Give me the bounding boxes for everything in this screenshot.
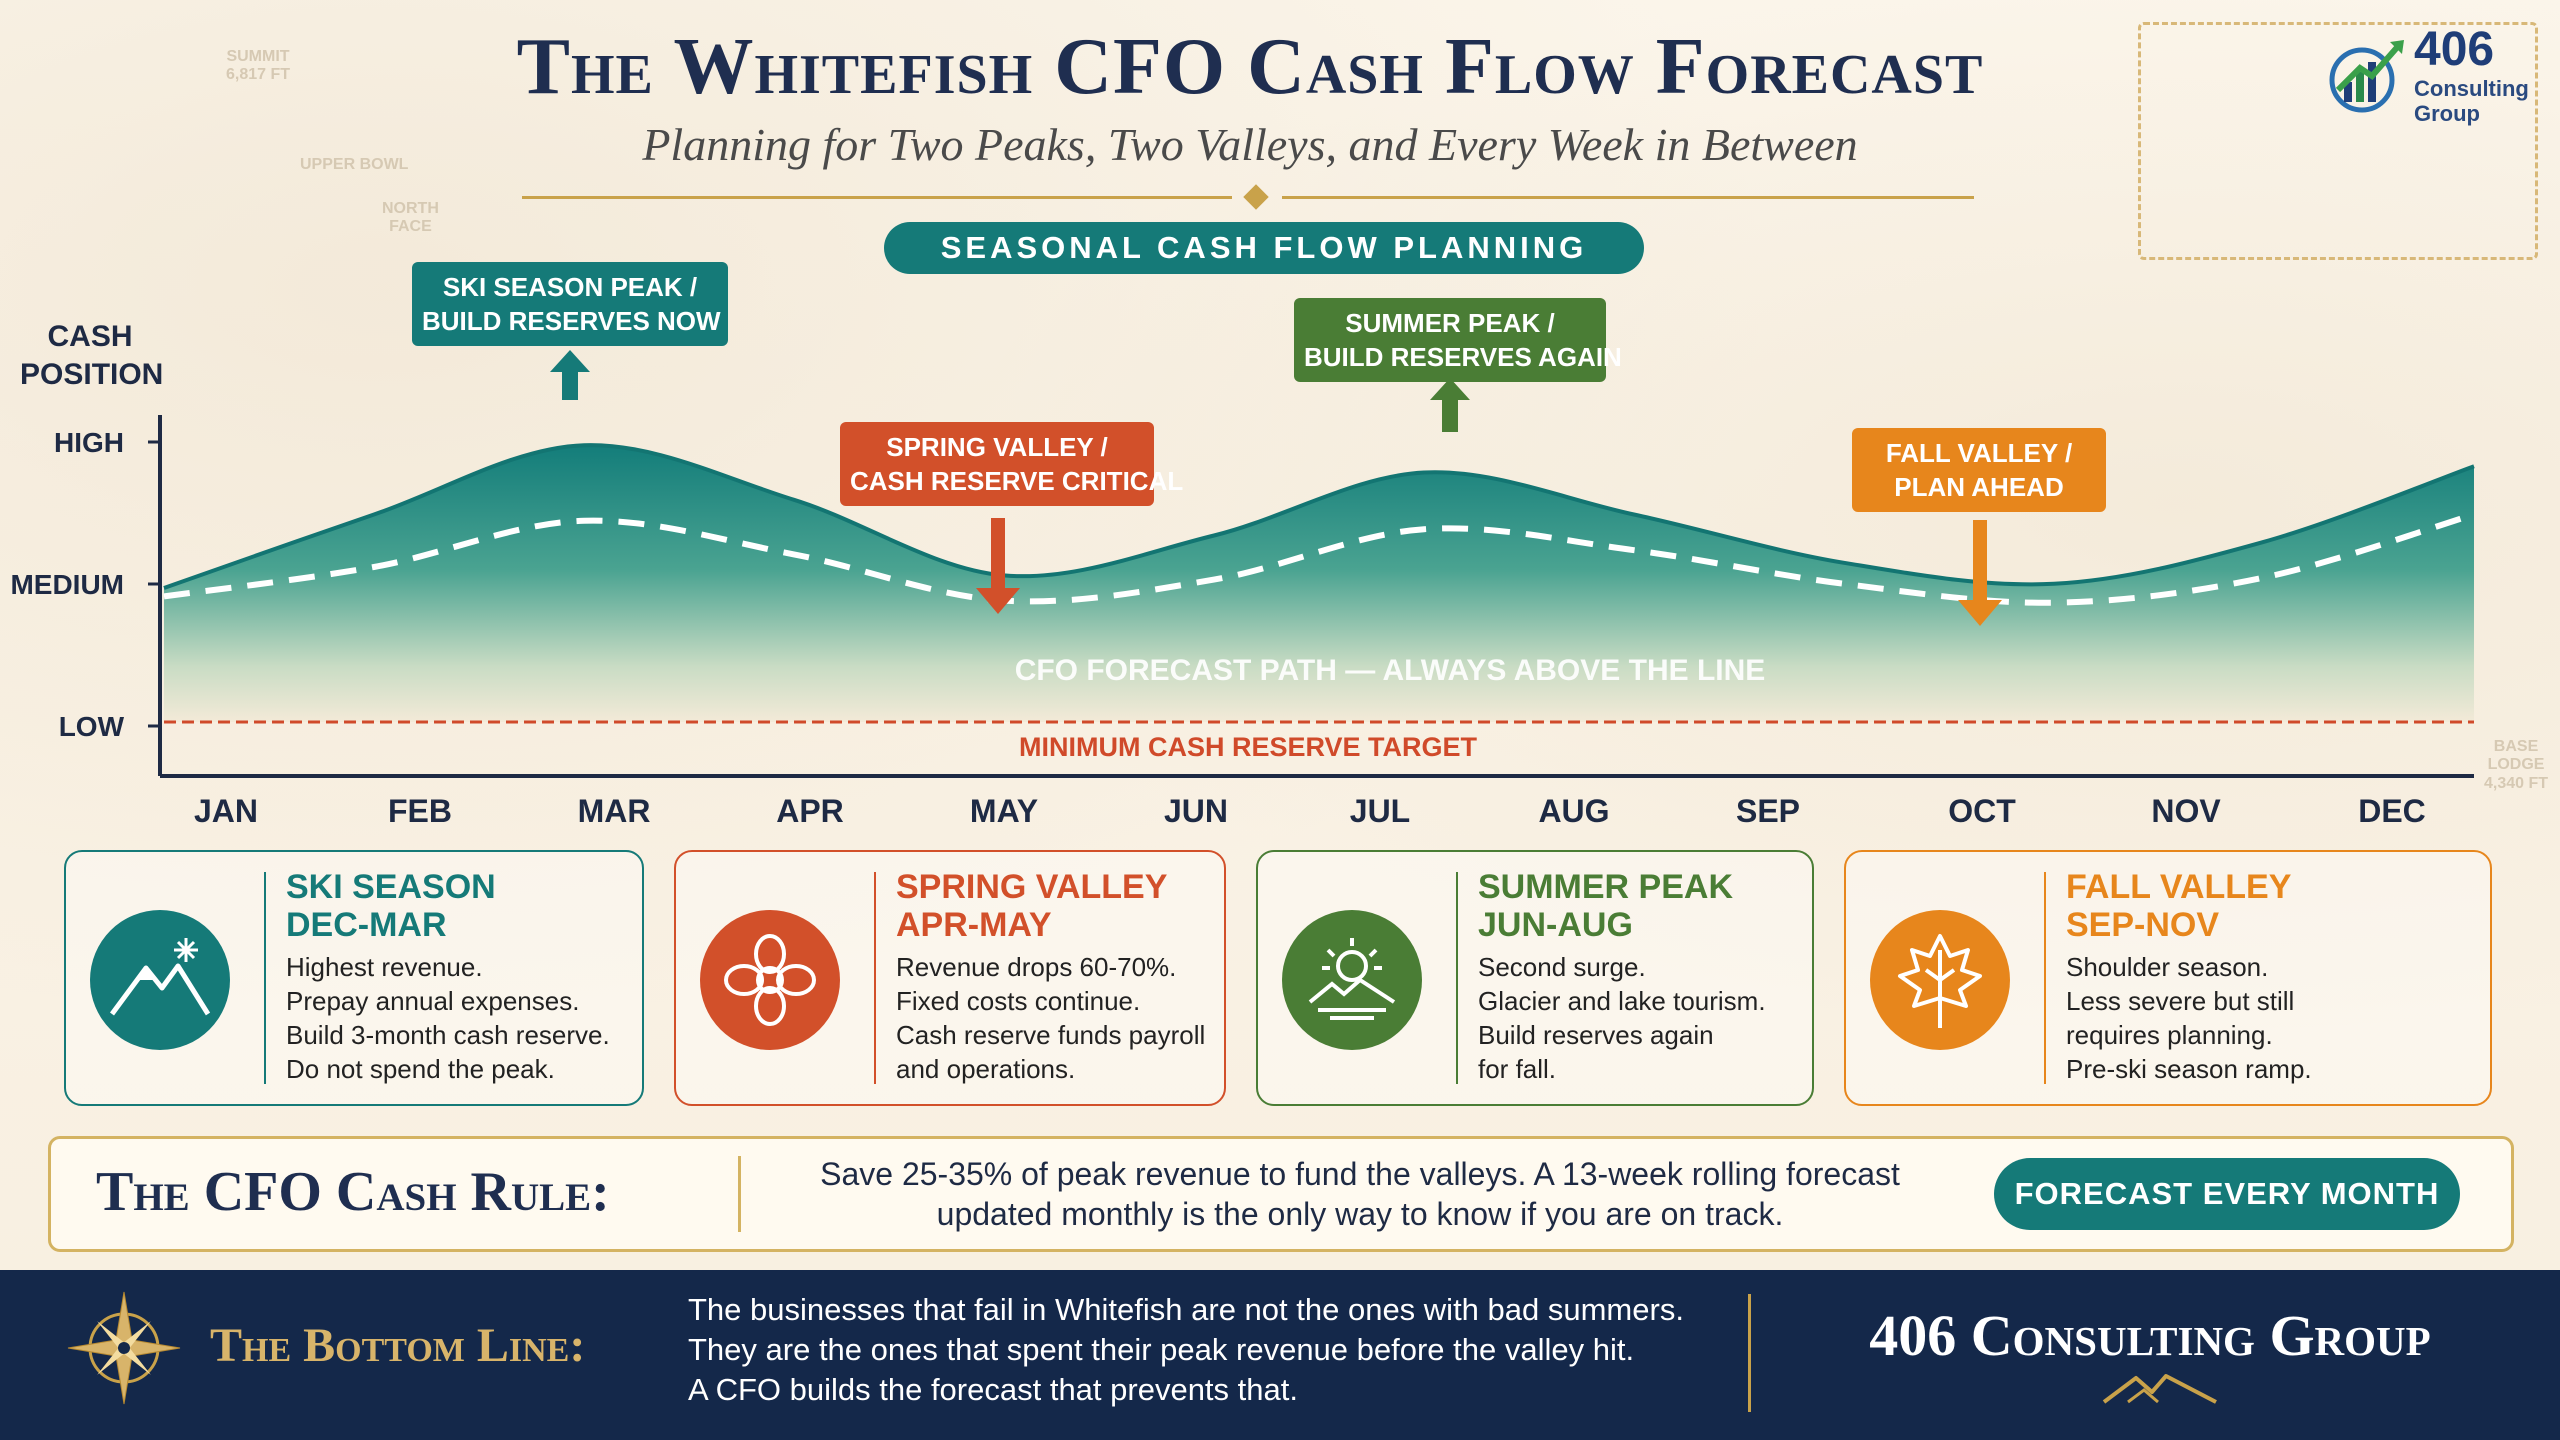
x-tick-label-jun: JUN	[1164, 793, 1228, 829]
callout-arrowhead-1	[976, 588, 1020, 614]
summit-label: SUMMIT 6,817 FT	[226, 48, 291, 84]
card-spring-valley: SPRING VALLEY APR-MAY Revenue drops 60-70…	[674, 850, 1226, 1106]
callout-arrowhead-3	[1958, 600, 2002, 626]
brand-mountain-icon	[2102, 1374, 2217, 1404]
logo-frame	[2138, 22, 2538, 260]
y-axis-title: CASH POSITION	[20, 320, 164, 391]
cash-rule-title: The CFO Cash Rule:	[96, 1161, 610, 1223]
card-body: Revenue drops 60-70%. Fixed costs contin…	[896, 952, 1206, 1084]
forecast-path-line	[163, 511, 2475, 606]
y-tick-label-medium: MEDIUM	[10, 569, 124, 600]
logo-wordmark: 406 Consulting Group	[2414, 23, 2529, 127]
callout-arrowhead-0	[550, 350, 590, 372]
card-body: Second surge. Glacier and lake tourism. …	[1478, 952, 1766, 1084]
footer-divider	[1748, 1294, 1751, 1412]
x-tick-label-aug: AUG	[1538, 793, 1609, 829]
leaf-icon	[1898, 934, 1982, 1028]
card-title: SKI SEASON DEC-MAR	[286, 868, 496, 944]
y-tick-label-high: HIGH	[54, 427, 124, 458]
north-face-label: NORTH FACE	[382, 200, 439, 236]
chart-callout-1: SPRING VALLEY / CASH RESERVE CRITICAL	[840, 422, 1183, 506]
page-title: The Whitefish CFO Cash Flow Forecast	[516, 23, 1984, 111]
title-divider-right	[1282, 196, 1974, 199]
card-icon-circle	[1282, 910, 1422, 1050]
chart-callout-3: FALL VALLEY / PLAN AHEAD	[1852, 428, 2106, 512]
base-lodge-label: BASE LODGE 4,340 FT	[2484, 738, 2549, 792]
footer-banner	[0, 1270, 2560, 1440]
bottom-line-title: The Bottom Line:	[210, 1319, 586, 1372]
card-fall-valley: FALL VALLEY SEP-NOV Shoulder season. Less…	[1844, 850, 2492, 1106]
x-tick-label-feb: FEB	[388, 793, 452, 829]
callout-arrow-up-0	[562, 366, 578, 400]
card-body: Highest revenue. Prepay annual expenses.…	[286, 952, 610, 1084]
forecast-path-label: CFO FORECAST PATH — ALWAYS ABOVE THE LIN…	[1015, 654, 1766, 687]
y-tick-label-low: LOW	[59, 711, 125, 742]
brand-name: 406 Consulting Group	[1869, 1303, 2431, 1368]
card-ski-season: SKI SEASON DEC-MAR Highest revenue. Prepa…	[64, 850, 644, 1106]
x-tick-label-nov: NOV	[2151, 793, 2221, 829]
cash-rule-text: Save 25-35% of peak revenue to fund the …	[820, 1156, 1900, 1232]
cash-flow-chart: MINIMUM CASH RESERVE TARGET CFO FORECAST …	[10, 350, 2475, 829]
sun-lake-icon	[1308, 938, 1396, 1020]
x-tick-label-jul: JUL	[1350, 793, 1410, 829]
compass-rose-icon	[67, 1291, 181, 1405]
cash-area-line	[163, 443, 2475, 590]
card-icon-circle	[700, 910, 840, 1050]
card-divider	[2044, 872, 2046, 1084]
cash-area-fill	[164, 445, 2474, 722]
card-divider	[1456, 872, 1458, 1084]
callout-arrowhead-2	[1430, 378, 1470, 400]
upper-bowl-label: UPPER BOWL	[300, 156, 409, 173]
chart-callout-2: SUMMER PEAK / BUILD RESERVES AGAIN	[1294, 298, 1622, 382]
logo-globe-icon	[2329, 40, 2404, 113]
card-icon-circle	[1870, 910, 2010, 1050]
x-tick-label-jan: JAN	[194, 793, 258, 829]
flower-icon	[724, 934, 816, 1026]
minimum-reserve-label: MINIMUM CASH RESERVE TARGET	[1019, 732, 1478, 762]
x-tick-label-sep: SEP	[1736, 793, 1800, 829]
card-summer-peak: SUMMER PEAK JUN-AUG Second surge. Glacier…	[1256, 850, 1814, 1106]
chart-callout-0: SKI SEASON PEAK / BUILD RESERVES NOW	[412, 262, 728, 346]
x-tick-label-apr: APR	[776, 793, 844, 829]
card-body: Shoulder season. Less severe but still r…	[2066, 952, 2312, 1084]
x-tick-label-dec: DEC	[2358, 793, 2426, 829]
x-tick-label-mar: MAR	[578, 793, 651, 829]
snow-mountain-icon	[109, 938, 211, 1016]
cash-rule-divider	[738, 1156, 741, 1232]
card-divider	[874, 872, 876, 1084]
card-title: SPRING VALLEY APR-MAY	[896, 868, 1168, 944]
page-subtitle: Planning for Two Peaks, Two Valleys, and…	[642, 119, 1858, 170]
callout-arrow-down-1	[991, 518, 1005, 592]
callout-arrow-up-2	[1442, 394, 1458, 432]
callout-arrow-down-3	[1973, 520, 1987, 604]
title-divider-left	[522, 196, 1232, 199]
section-pill: SEASONAL CASH FLOW PLANNING	[884, 222, 1644, 274]
card-icon-circle	[90, 910, 230, 1050]
forecast-every-month-button[interactable]: FORECAST EVERY MONTH	[1994, 1158, 2460, 1230]
bottom-line-text: The businesses that fail in Whitefish ar…	[688, 1292, 1684, 1407]
card-divider	[264, 872, 266, 1084]
card-title: FALL VALLEY SEP-NOV	[2066, 868, 2292, 944]
card-title: SUMMER PEAK JUN-AUG	[1478, 868, 1734, 944]
x-tick-label-oct: OCT	[1948, 793, 2016, 829]
x-tick-label-may: MAY	[970, 793, 1038, 829]
